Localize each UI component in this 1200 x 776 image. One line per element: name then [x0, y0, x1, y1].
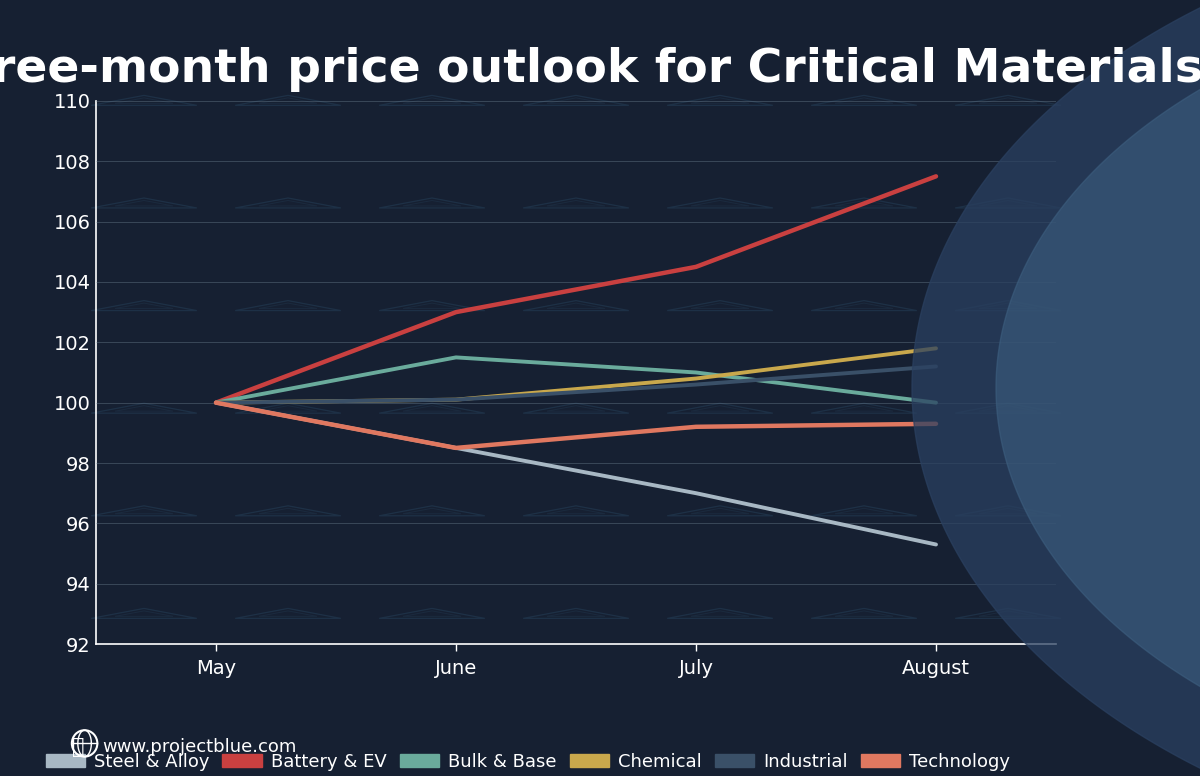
- Text: Three-month price outlook for Critical Materials: Three-month price outlook for Critical M…: [0, 47, 1200, 92]
- Legend: Steel & Alloy, Battery & EV, Bulk & Base, Chemical, Industrial, Technology: Steel & Alloy, Battery & EV, Bulk & Base…: [46, 753, 1010, 771]
- Polygon shape: [996, 85, 1200, 691]
- Text: www.projectblue.com: www.projectblue.com: [102, 737, 296, 756]
- Polygon shape: [912, 5, 1200, 771]
- Text: ⓘ: ⓘ: [72, 736, 84, 757]
